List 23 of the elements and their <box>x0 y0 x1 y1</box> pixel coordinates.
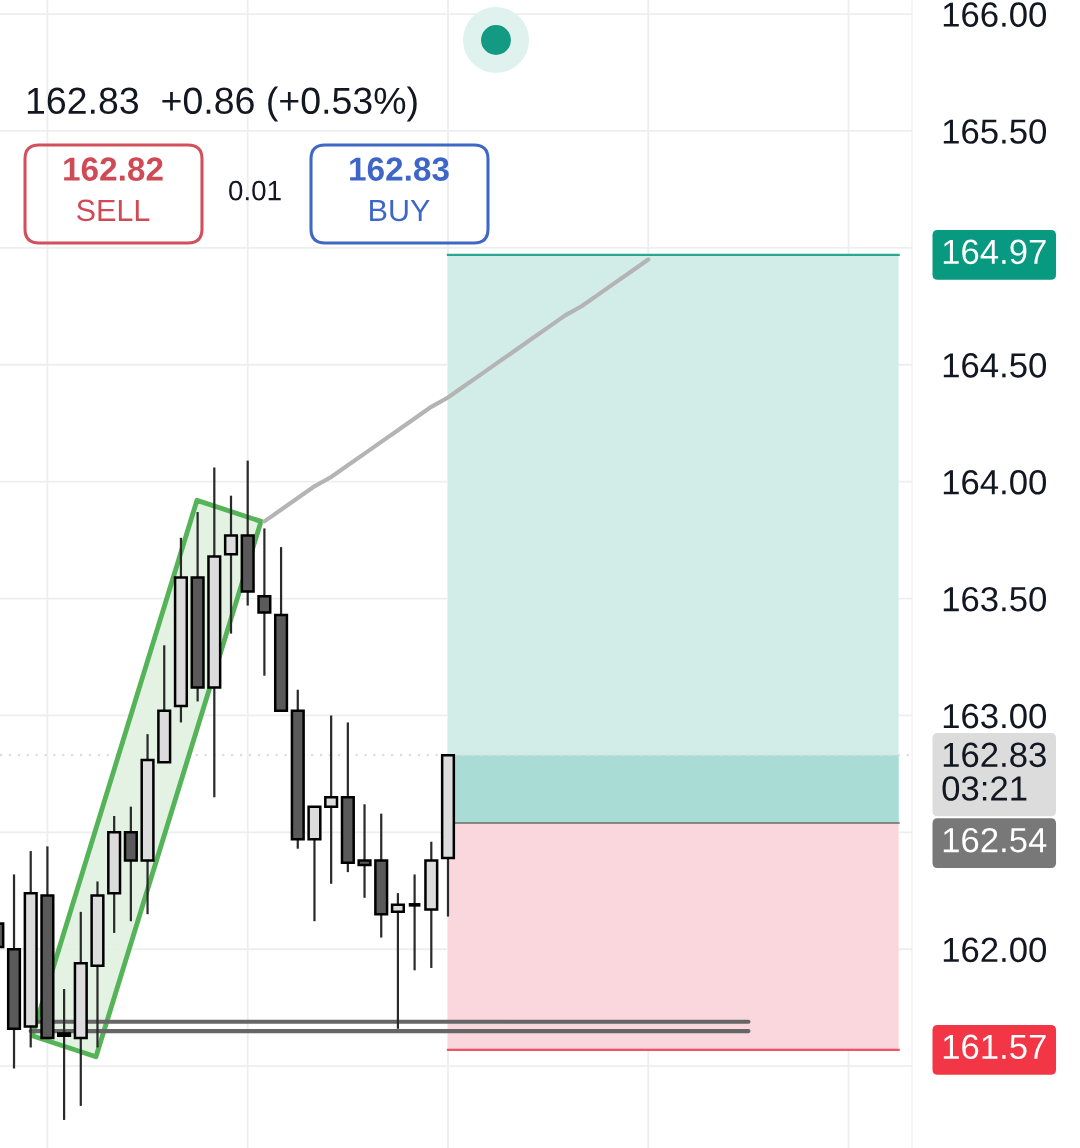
y-tick-label: 163.00 <box>943 703 1047 729</box>
y-tick-label: 165.50 <box>943 119 1047 144</box>
annotation: BUY <box>370 199 430 222</box>
y-tick-label: 166.00 <box>943 2 1047 27</box>
annotation: 162.83 <box>350 157 449 181</box>
y-tick-label: 163.50 <box>943 586 1047 612</box>
y-tick-label: 162.00 <box>943 937 1047 963</box>
candlestick <box>257 527 272 677</box>
ref-line-label: 162.54 <box>943 827 1047 853</box>
ref-line-label: 164.97 <box>943 239 1046 265</box>
candlestick <box>408 873 421 972</box>
annotation: 162.83 +0.86 (+0.53%) <box>27 86 417 122</box>
candlestick <box>357 803 372 899</box>
candlestick <box>223 494 239 635</box>
ref-line-label: 162.83 03:21 <box>942 742 1046 801</box>
annotation: 0.01 <box>229 180 281 201</box>
candlestick <box>390 892 406 1030</box>
y-tick-label: 164.50 <box>943 353 1047 378</box>
y-tick-label: 164.00 <box>943 469 1047 495</box>
annotation: SELL <box>77 199 150 222</box>
line-series <box>262 257 651 524</box>
ref-line-label: 161.57 <box>943 1034 1046 1060</box>
annotation: 162.82 <box>64 157 163 181</box>
